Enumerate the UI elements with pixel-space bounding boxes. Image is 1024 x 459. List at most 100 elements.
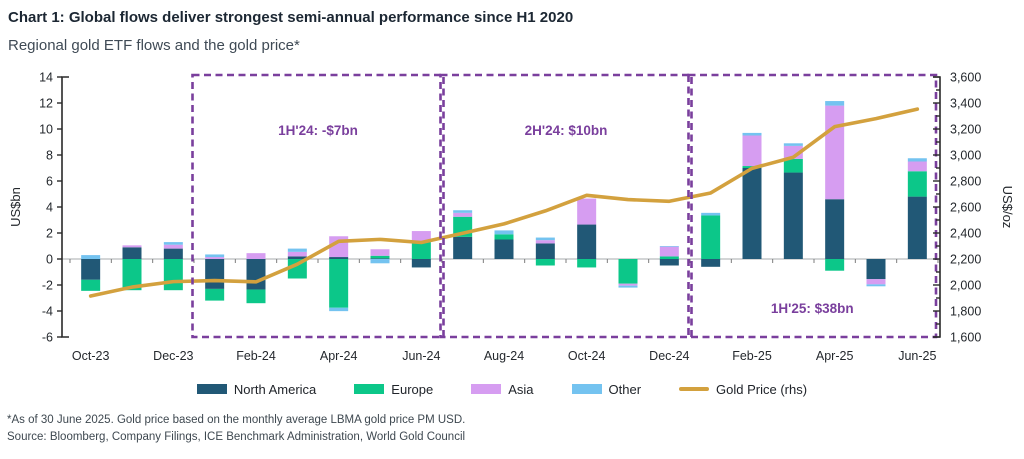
right-axis-tick-label: 3,600	[950, 71, 981, 85]
bar-segment-asia	[618, 283, 638, 286]
bar-segment-asia	[411, 231, 431, 243]
bar-segment-other	[659, 246, 679, 247]
right-axis-tick-label: 1,600	[950, 331, 981, 345]
bar-segment-north-america	[163, 248, 183, 259]
x-axis-label: Oct-23	[72, 349, 110, 363]
left-axis-tick-label: 0	[46, 253, 53, 267]
bar-segment-north-america	[535, 243, 555, 259]
legend-item-gold-price-rhs-: Gold Price (rhs)	[679, 382, 807, 397]
annotation-label: 1H'24: -$7bn	[278, 123, 358, 138]
bar-segment-other	[618, 285, 638, 288]
right-axis-title: US$/oz	[1000, 186, 1015, 229]
right-axis-tick-label: 3,400	[950, 97, 981, 111]
legend: North America Europe Asia Other Gold Price (…	[0, 379, 1004, 399]
legend-label: Other	[608, 381, 642, 397]
right-axis-tick-label: 2,800	[950, 175, 981, 189]
x-axis-label: Aug-24	[484, 349, 524, 363]
bar-segment-other	[494, 230, 514, 235]
bar-segment-europe	[205, 288, 225, 301]
left-axis-tick-label: -6	[42, 331, 53, 345]
bar-segment-europe	[163, 259, 183, 291]
x-axis-label: Jun-25	[898, 349, 936, 363]
bar-segment-other	[287, 248, 307, 252]
bar-segment-europe	[907, 171, 927, 197]
right-axis-tick-label: 2,600	[950, 201, 981, 215]
left-axis-tick-label: 12	[39, 97, 53, 111]
right-axis-tick-label: 3,000	[950, 149, 981, 163]
annotation-box	[191, 73, 445, 339]
bar-segment-north-america	[659, 259, 679, 266]
left-axis-tick-label: 10	[39, 123, 53, 137]
bar-segment-europe	[370, 255, 390, 259]
x-axis-label: Jun-24	[402, 349, 440, 363]
legend-item-europe: Europe	[354, 382, 433, 397]
legend-label: Europe	[391, 381, 434, 397]
legend-swatch	[471, 384, 502, 394]
right-axis-tick-label: 2,000	[950, 279, 981, 293]
bar-segment-north-america	[907, 196, 927, 259]
annotation-box	[687, 73, 938, 339]
bar-segment-asia	[907, 161, 927, 172]
legend-swatch	[196, 384, 227, 394]
bar-segment-asia	[659, 246, 679, 257]
bar-segment-europe	[577, 259, 597, 268]
bar-segment-asia	[370, 249, 390, 256]
bar-segment-north-america	[329, 257, 349, 259]
bar-segment-north-america	[205, 259, 225, 289]
bar-segment-north-america	[411, 259, 431, 268]
left-axis-tick-label: 8	[46, 149, 53, 163]
gold-price-line	[88, 107, 920, 298]
bar-segment-north-america	[494, 239, 514, 259]
bar-segment-other	[783, 143, 803, 146]
right-axis-tick-label: 3,200	[950, 123, 981, 137]
bar-segment-asia	[287, 251, 307, 257]
x-axis-label: Dec-24	[649, 349, 689, 363]
bar-segment-north-america	[287, 256, 307, 259]
bar-segment-europe	[825, 259, 845, 271]
bar-segment-north-america	[783, 172, 803, 259]
bar-segment-asia	[122, 245, 142, 248]
bar-segment-other	[535, 237, 555, 241]
left-axis-tick-label: -4	[42, 305, 53, 319]
chart-title: Chart 1: Global flows deliver strongest …	[8, 9, 574, 26]
bar-segment-north-america	[122, 247, 142, 259]
bar-segment-europe	[494, 234, 514, 240]
annotation-label: 2H'24: $10bn	[525, 123, 608, 138]
bar-segment-europe	[659, 256, 679, 259]
bar-segment-other	[205, 254, 225, 258]
x-axis-label: Apr-24	[320, 349, 358, 363]
bar-segment-north-america	[246, 259, 266, 290]
bar-segment-north-america	[370, 258, 390, 259]
annotation-label: 1H'25: $38bn	[771, 301, 854, 316]
footnote-asof: *As of 30 June 2025. Gold price based on…	[7, 414, 466, 426]
bar-segment-europe	[411, 242, 431, 259]
legend-item-other: Other	[571, 381, 642, 397]
bar-segment-other	[742, 132, 762, 136]
right-axis-tick-label: 2,200	[950, 253, 981, 267]
x-axis-label: Apr-25	[816, 349, 854, 363]
bar-segment-asia	[535, 240, 555, 244]
bar-segment-asia	[205, 257, 225, 259]
bar-segment-europe	[535, 259, 555, 266]
x-axis-label: Dec-23	[153, 349, 193, 363]
footnote-source: Source: Bloomberg, Company Filings, ICE …	[7, 431, 466, 443]
x-axis-label: Oct-24	[568, 349, 606, 363]
bar-segment-asia	[742, 135, 762, 167]
bar-segment-other	[866, 284, 886, 287]
bar-segment-other	[329, 307, 349, 312]
left-axis-tick-label: 6	[46, 175, 53, 189]
chart-subtitle: Regional gold ETF flows and the gold pri…	[8, 37, 300, 54]
bar-segment-other	[907, 158, 927, 162]
left-axis-tick-label: 2	[46, 227, 53, 241]
bar-segment-europe	[783, 158, 803, 173]
legend-item-asia: Asia	[471, 382, 534, 397]
bar-segment-asia	[866, 279, 886, 285]
legend-swatch	[571, 384, 602, 394]
bar-segment-north-america	[742, 168, 762, 259]
legend-label: Gold Price (rhs)	[716, 381, 808, 397]
bar-segment-asia	[453, 212, 473, 217]
chart-plot-area: 1H'24: -$7bn 2H'24: $10bn 1H'25: $38bn -6 -4…	[8, 71, 1015, 364]
bar-segment-europe	[287, 259, 307, 279]
x-axis-label: Feb-25	[732, 349, 772, 363]
